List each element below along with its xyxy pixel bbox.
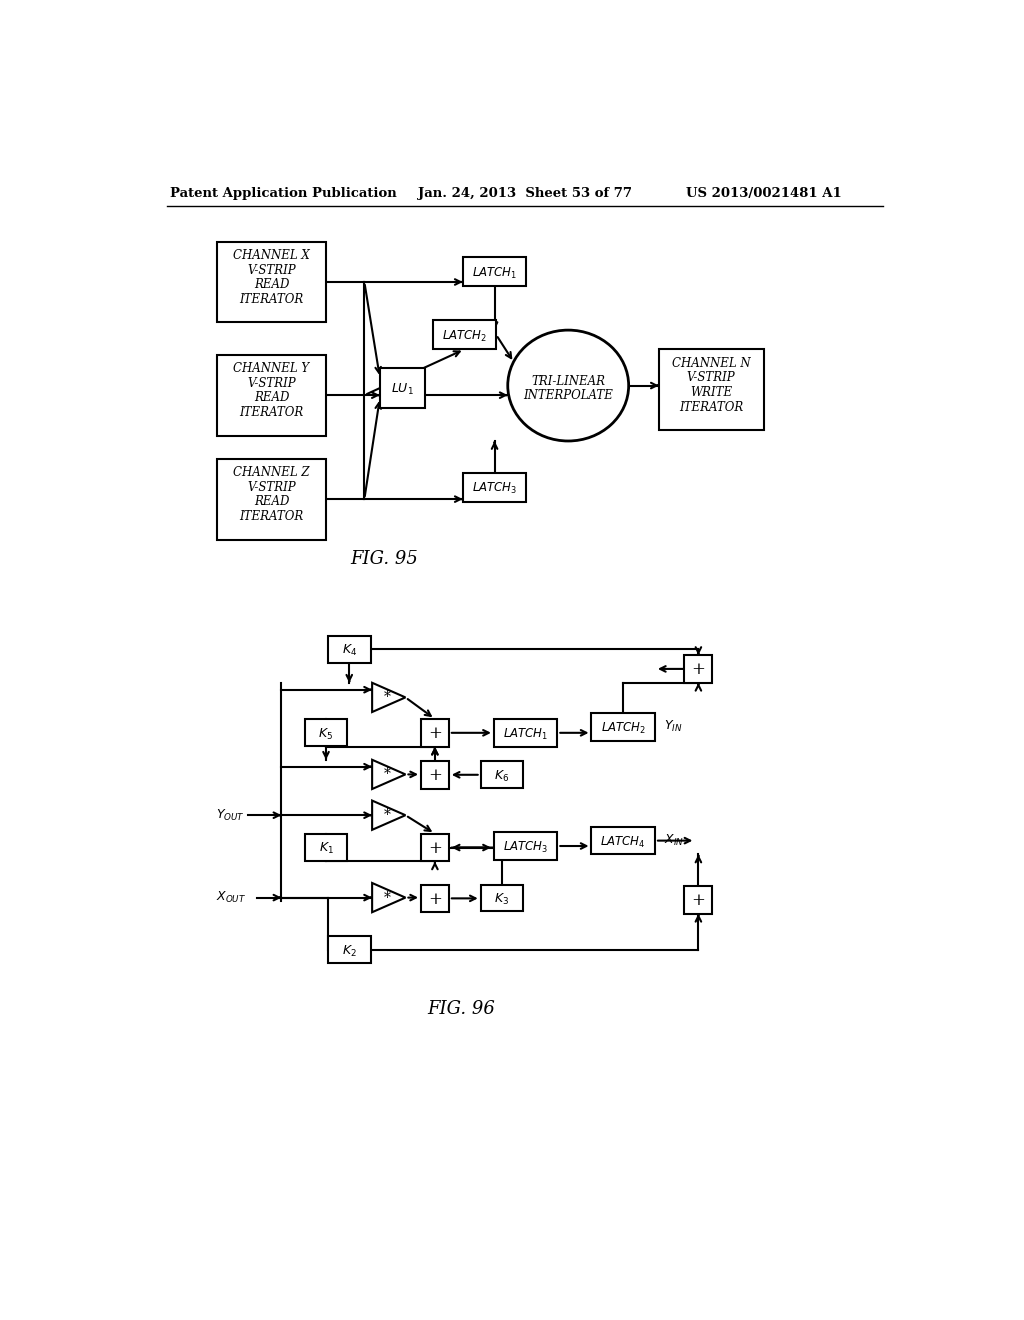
Polygon shape bbox=[372, 682, 406, 711]
Bar bbox=[592, 713, 655, 741]
Polygon shape bbox=[372, 883, 406, 912]
Bar bbox=[217, 242, 326, 322]
Text: READ: READ bbox=[254, 391, 289, 404]
Text: Patent Application Publication: Patent Application Publication bbox=[170, 186, 396, 199]
Text: CHANNEL Z: CHANNEL Z bbox=[233, 466, 309, 479]
Polygon shape bbox=[372, 800, 406, 830]
Text: Jan. 24, 2013  Sheet 53 of 77: Jan. 24, 2013 Sheet 53 of 77 bbox=[418, 186, 632, 199]
Text: CHANNEL X: CHANNEL X bbox=[233, 249, 309, 261]
Text: $LATCH_3$: $LATCH_3$ bbox=[503, 840, 548, 855]
Text: V-STRIP: V-STRIP bbox=[687, 371, 735, 384]
Bar bbox=[421, 719, 449, 747]
Bar bbox=[684, 886, 713, 913]
Bar bbox=[432, 321, 496, 350]
Text: $LATCH_2$: $LATCH_2$ bbox=[601, 721, 646, 735]
Text: +: + bbox=[691, 661, 706, 678]
Text: $LATCH_1$: $LATCH_1$ bbox=[472, 265, 517, 281]
Text: ITERATOR: ITERATOR bbox=[240, 293, 303, 306]
Text: CHANNEL N: CHANNEL N bbox=[672, 356, 751, 370]
Text: WRITE: WRITE bbox=[690, 385, 732, 399]
Bar bbox=[494, 832, 557, 859]
Text: *: * bbox=[384, 767, 390, 781]
Bar bbox=[217, 459, 326, 540]
Text: V-STRIP: V-STRIP bbox=[247, 264, 296, 277]
Bar bbox=[658, 350, 764, 430]
Text: $LATCH_3$: $LATCH_3$ bbox=[472, 482, 517, 496]
Text: *: * bbox=[384, 808, 390, 822]
Bar bbox=[684, 655, 713, 682]
Text: ITERATOR: ITERATOR bbox=[240, 510, 303, 523]
Bar bbox=[217, 355, 326, 436]
Text: $Y_{OUT}$: $Y_{OUT}$ bbox=[216, 808, 245, 822]
Text: *: * bbox=[384, 690, 390, 705]
Text: INTERPOLATE: INTERPOLATE bbox=[523, 389, 613, 403]
Bar bbox=[421, 884, 449, 912]
Text: $LU_1$: $LU_1$ bbox=[391, 381, 414, 397]
Bar bbox=[592, 826, 655, 854]
Text: $Y_{IN}$: $Y_{IN}$ bbox=[665, 719, 683, 734]
Polygon shape bbox=[372, 760, 406, 789]
Text: *: * bbox=[384, 891, 390, 904]
Text: V-STRIP: V-STRIP bbox=[247, 480, 296, 494]
Text: FIG. 96: FIG. 96 bbox=[427, 1001, 496, 1018]
Text: $K_5$: $K_5$ bbox=[318, 726, 334, 742]
Text: +: + bbox=[428, 891, 441, 908]
Text: ITERATOR: ITERATOR bbox=[240, 407, 303, 418]
Ellipse shape bbox=[508, 330, 629, 441]
Text: ITERATOR: ITERATOR bbox=[679, 400, 743, 413]
Text: $K_1$: $K_1$ bbox=[318, 841, 334, 857]
Text: $X_{OUT}$: $X_{OUT}$ bbox=[216, 890, 246, 906]
Text: $X_{IN}$: $X_{IN}$ bbox=[665, 833, 684, 849]
Text: $K_6$: $K_6$ bbox=[495, 768, 510, 784]
Text: FIG. 95: FIG. 95 bbox=[350, 550, 418, 568]
Text: V-STRIP: V-STRIP bbox=[247, 376, 296, 389]
Text: +: + bbox=[428, 840, 441, 857]
Text: READ: READ bbox=[254, 279, 289, 292]
Text: CHANNEL Y: CHANNEL Y bbox=[233, 362, 309, 375]
Bar bbox=[328, 936, 371, 964]
Text: READ: READ bbox=[254, 495, 289, 508]
Bar bbox=[480, 762, 523, 788]
Text: TRI-LINEAR: TRI-LINEAR bbox=[531, 375, 605, 388]
Text: +: + bbox=[691, 892, 706, 909]
Bar bbox=[494, 719, 557, 747]
Bar bbox=[305, 719, 347, 746]
Text: +: + bbox=[428, 725, 441, 742]
Text: $K_3$: $K_3$ bbox=[495, 892, 510, 907]
Text: US 2013/0021481 A1: US 2013/0021481 A1 bbox=[686, 186, 842, 199]
Text: $LATCH_2$: $LATCH_2$ bbox=[441, 329, 487, 343]
Text: $LATCH_1$: $LATCH_1$ bbox=[503, 727, 548, 742]
Bar bbox=[463, 473, 526, 502]
Text: $LATCH_4$: $LATCH_4$ bbox=[600, 834, 646, 850]
Bar bbox=[463, 257, 526, 286]
Bar bbox=[328, 636, 371, 663]
Bar bbox=[421, 834, 449, 862]
Bar bbox=[421, 762, 449, 789]
Text: $K_4$: $K_4$ bbox=[342, 643, 356, 659]
Bar bbox=[305, 834, 347, 861]
Text: $K_2$: $K_2$ bbox=[342, 944, 356, 958]
Bar bbox=[380, 368, 425, 408]
Bar bbox=[480, 884, 523, 911]
Text: +: + bbox=[428, 767, 441, 784]
